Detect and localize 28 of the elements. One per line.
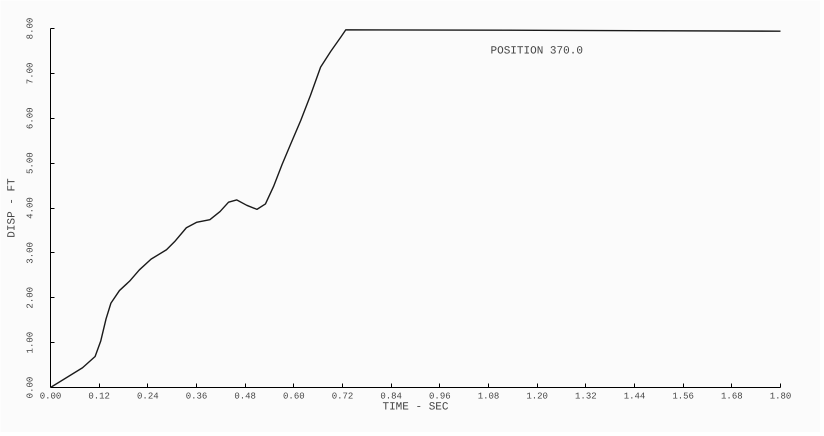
y-tick-label: 5.00 <box>26 152 36 174</box>
y-axis-title: DISP - FT <box>6 178 18 238</box>
y-tick-label: 4.00 <box>26 197 36 219</box>
x-tick-label: 0.84 <box>380 392 402 402</box>
x-tick-label: 1.08 <box>478 392 500 402</box>
x-tick-label: 0.00 <box>40 392 62 402</box>
x-tick-label: 1.20 <box>526 392 548 402</box>
x-tick-label: 0.36 <box>186 392 208 402</box>
x-tick-label: 1.32 <box>575 392 597 402</box>
line-series <box>50 29 780 388</box>
x-tick-label: 0.72 <box>332 392 354 402</box>
y-tick-label: 3.00 <box>26 242 36 264</box>
x-tick-label: 0.60 <box>283 392 305 402</box>
x-tick-label: 1.56 <box>672 392 694 402</box>
x-tick-label: 0.24 <box>137 392 159 402</box>
y-tick-label: 1.00 <box>26 332 36 354</box>
y-tick-label: 8.00 <box>26 18 36 40</box>
y-tick-label: 6.00 <box>26 107 36 130</box>
y-tick-label: 7.00 <box>26 62 36 84</box>
x-tick-label: 0.96 <box>429 392 451 402</box>
x-axis-title: TIME - SEC <box>382 402 449 414</box>
x-tick-label: 1.44 <box>624 392 646 402</box>
x-tick-label: 1.80 <box>770 392 792 402</box>
x-tick-label: 0.12 <box>88 392 110 402</box>
annotation: POSITION 370.0 <box>490 46 583 58</box>
y-tick-label: 2.00 <box>26 286 36 309</box>
x-tick-label: 1.68 <box>721 392 743 402</box>
x-tick-label: 0.48 <box>234 392 256 402</box>
